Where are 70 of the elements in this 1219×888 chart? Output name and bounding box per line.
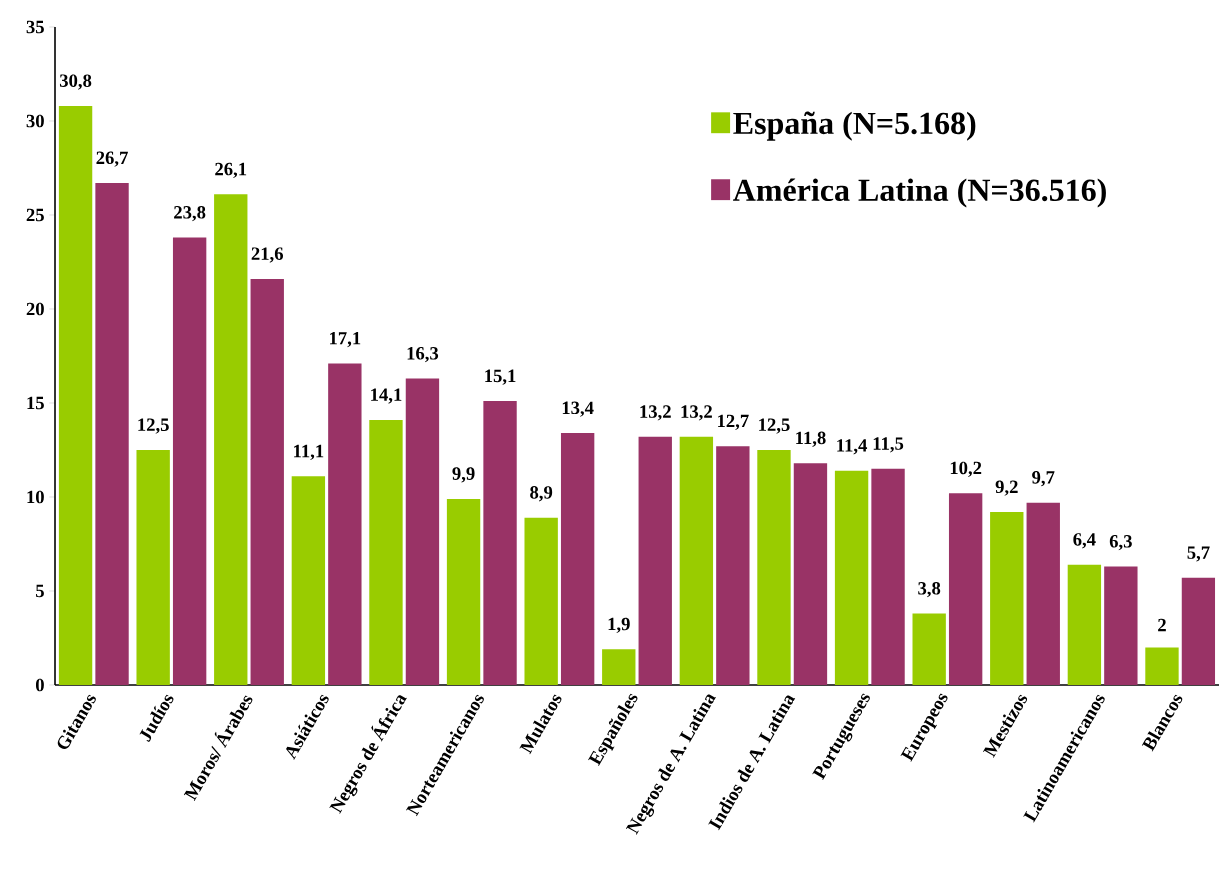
data-label: 1,9 bbox=[608, 617, 630, 634]
data-label: 13,2 bbox=[681, 405, 712, 421]
bar bbox=[871, 468, 905, 685]
bar bbox=[250, 278, 284, 685]
y-tick-label: 0 bbox=[35, 678, 44, 692]
bar bbox=[58, 105, 93, 685]
y-tick-label: 15 bbox=[27, 396, 44, 410]
data-label: 5,7 bbox=[1187, 546, 1210, 562]
bar bbox=[912, 613, 946, 685]
data-label: 30,8 bbox=[59, 74, 92, 90]
bar bbox=[328, 363, 362, 685]
data-label: 13,2 bbox=[640, 405, 671, 421]
bar bbox=[948, 493, 983, 685]
data-label: 16,3 bbox=[407, 347, 439, 363]
data-label: 6,3 bbox=[1109, 535, 1132, 551]
legend-label: América Latina (N=36.516) bbox=[733, 178, 1106, 208]
data-label: 6,4 bbox=[1073, 533, 1096, 549]
data-label: 11,5 bbox=[873, 437, 904, 453]
bar bbox=[136, 450, 170, 685]
data-label: 21,6 bbox=[251, 247, 284, 263]
data-label: 11,4 bbox=[837, 439, 868, 455]
data-label: 10,2 bbox=[950, 461, 982, 477]
bar bbox=[291, 476, 326, 685]
bar bbox=[483, 401, 517, 685]
y-tick-label: 20 bbox=[26, 302, 44, 316]
y-tick-label: 10 bbox=[27, 490, 44, 504]
bar bbox=[602, 649, 636, 685]
data-label: 8,9 bbox=[530, 486, 553, 502]
data-label: 14,1 bbox=[371, 388, 402, 404]
bar bbox=[834, 470, 869, 685]
data-label: 9,2 bbox=[995, 480, 1018, 496]
bar bbox=[990, 512, 1024, 685]
bar bbox=[638, 436, 672, 685]
bar bbox=[679, 436, 714, 685]
bar bbox=[214, 194, 248, 685]
data-label: 17,1 bbox=[330, 332, 361, 348]
data-label: 11,8 bbox=[796, 431, 826, 447]
y-tick-label: 35 bbox=[26, 20, 44, 34]
bar bbox=[1181, 577, 1216, 685]
bar bbox=[1145, 647, 1179, 685]
bar bbox=[560, 433, 595, 685]
data-label: 26,1 bbox=[215, 162, 247, 179]
data-label: 15,1 bbox=[485, 369, 516, 385]
bar bbox=[405, 378, 440, 685]
data-label: 12,5 bbox=[138, 418, 169, 434]
bar bbox=[757, 450, 791, 685]
bar bbox=[1067, 564, 1102, 685]
data-label: 26,7 bbox=[96, 151, 128, 167]
y-tick-label: 25 bbox=[26, 208, 44, 222]
data-label: 13,4 bbox=[562, 401, 594, 417]
data-label: 3,8 bbox=[918, 581, 941, 598]
data-label: 9,9 bbox=[452, 467, 475, 483]
y-tick-label: 5 bbox=[36, 584, 44, 598]
data-label: 12,5 bbox=[759, 418, 790, 434]
bar bbox=[95, 183, 129, 685]
data-label: 11,1 bbox=[294, 444, 324, 461]
legend-label: España (N=5.168) bbox=[733, 111, 976, 141]
bar bbox=[1104, 566, 1138, 685]
bar bbox=[716, 446, 750, 685]
y-tick-label: 30 bbox=[26, 114, 44, 128]
data-label: 12,7 bbox=[718, 414, 749, 430]
data-label: 9,7 bbox=[1032, 471, 1055, 487]
bar bbox=[1026, 502, 1060, 685]
data-label: 2 bbox=[1158, 618, 1166, 632]
bar bbox=[172, 237, 207, 685]
bar bbox=[524, 517, 558, 685]
bar bbox=[369, 419, 403, 685]
bar bbox=[793, 463, 828, 685]
data-label: 23,8 bbox=[174, 205, 206, 222]
bar bbox=[446, 498, 481, 685]
